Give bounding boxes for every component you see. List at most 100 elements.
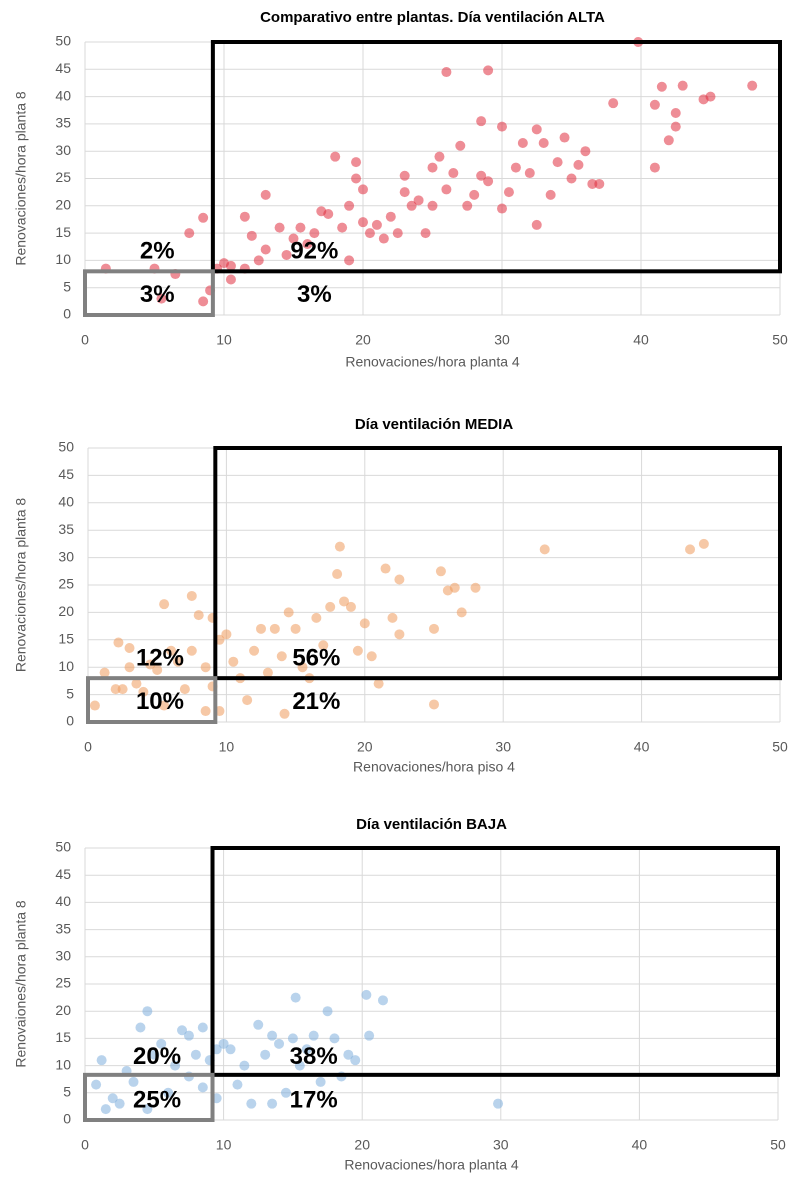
point xyxy=(297,662,308,673)
y-axis-label: Renovaiones/hora planta 8 xyxy=(13,900,29,1068)
point xyxy=(242,695,253,706)
y-tick-label: 45 xyxy=(55,866,71,882)
point xyxy=(131,678,142,689)
point xyxy=(399,187,410,198)
point xyxy=(156,293,167,304)
point xyxy=(344,255,355,266)
point xyxy=(510,162,521,173)
point xyxy=(198,212,209,223)
point xyxy=(345,601,356,612)
point xyxy=(260,189,271,200)
y-tick-label: 40 xyxy=(58,494,74,510)
y-tick-label: 0 xyxy=(66,713,74,729)
point xyxy=(361,989,372,1000)
point xyxy=(96,1055,107,1066)
point xyxy=(294,1060,305,1071)
y-tick-label: 40 xyxy=(55,893,71,909)
point xyxy=(483,176,494,187)
point xyxy=(364,1030,375,1041)
point xyxy=(311,612,322,623)
point xyxy=(670,121,681,132)
point xyxy=(198,296,209,307)
point xyxy=(559,132,570,143)
point xyxy=(698,538,709,549)
y-tick-label: 50 xyxy=(55,33,71,49)
point xyxy=(107,1093,118,1104)
quadrant-percent: 3% xyxy=(140,281,175,308)
point xyxy=(193,610,204,621)
point xyxy=(539,544,550,555)
point xyxy=(364,228,375,239)
point xyxy=(394,574,405,585)
y-tick-label: 50 xyxy=(58,439,74,455)
point xyxy=(260,244,271,255)
point xyxy=(279,708,290,719)
point xyxy=(218,1038,229,1049)
point xyxy=(267,1030,278,1041)
y-tick-label: 35 xyxy=(55,920,71,936)
point xyxy=(399,170,410,181)
y-tick-label: 10 xyxy=(55,1056,71,1072)
point xyxy=(295,222,306,233)
point xyxy=(249,645,260,656)
point xyxy=(343,1049,354,1060)
point xyxy=(429,623,439,634)
x-tick-label: 40 xyxy=(634,739,650,755)
quadrant-percent: 38% xyxy=(290,1043,338,1070)
point xyxy=(352,645,363,656)
point xyxy=(91,1079,102,1090)
y-axis-label: Renovaciones/hora planta 8 xyxy=(13,498,29,673)
x-tick-label: 0 xyxy=(84,739,92,755)
x-axis-label: Renovaciones/hora piso 4 xyxy=(353,759,515,775)
point xyxy=(552,157,563,168)
y-tick-label: 30 xyxy=(55,142,71,158)
x-tick-label: 10 xyxy=(216,332,232,348)
region-box xyxy=(83,269,215,318)
point xyxy=(221,629,232,640)
point xyxy=(159,700,170,711)
point xyxy=(427,200,438,211)
quadrant-percent: 56% xyxy=(292,644,340,671)
point xyxy=(587,178,598,189)
point xyxy=(462,200,473,211)
x-tick-label: 30 xyxy=(493,1137,509,1153)
point xyxy=(280,1087,291,1098)
point xyxy=(288,233,299,244)
point xyxy=(427,162,438,173)
point xyxy=(339,596,350,607)
quadrant-percent: 17% xyxy=(290,1086,338,1113)
point xyxy=(89,700,100,711)
point xyxy=(225,274,236,285)
x-tick-label: 0 xyxy=(81,332,89,348)
point xyxy=(138,686,149,697)
point xyxy=(351,157,362,168)
point xyxy=(332,569,343,580)
point xyxy=(274,1038,285,1049)
point xyxy=(371,219,382,230)
y-tick-label: 30 xyxy=(58,548,74,564)
point xyxy=(290,623,301,634)
point xyxy=(685,544,696,555)
point xyxy=(350,1055,361,1066)
y-tick-label: 25 xyxy=(58,576,74,592)
point xyxy=(246,230,257,241)
point xyxy=(373,678,384,689)
x-tick-label: 10 xyxy=(219,739,235,755)
point xyxy=(497,203,507,214)
point xyxy=(145,659,156,670)
point xyxy=(649,99,660,110)
point xyxy=(325,601,336,612)
point xyxy=(358,184,368,195)
point xyxy=(142,1006,153,1017)
point xyxy=(276,651,287,662)
point xyxy=(232,1079,243,1090)
y-tick-label: 15 xyxy=(55,1029,71,1045)
point xyxy=(406,200,417,211)
x-tick-label: 40 xyxy=(632,1137,648,1153)
y-tick-label: 45 xyxy=(55,60,71,76)
point xyxy=(124,643,135,654)
point xyxy=(267,1098,278,1109)
region-box xyxy=(83,1072,215,1123)
region-box xyxy=(213,446,782,681)
point xyxy=(322,1006,333,1017)
